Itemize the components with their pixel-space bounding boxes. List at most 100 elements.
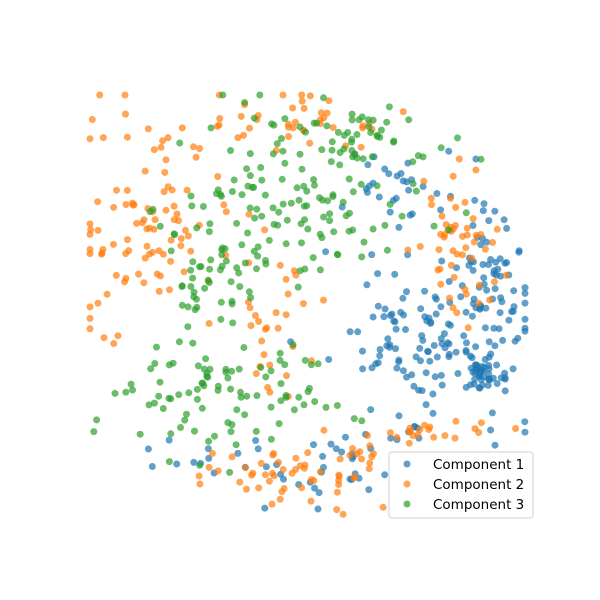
scatter-point: [444, 339, 451, 347]
scatter-point: [136, 430, 144, 438]
scatter-point: [454, 134, 461, 142]
scatter-point: [410, 382, 418, 390]
scatter-point: [488, 409, 496, 417]
scatter-point: [253, 265, 260, 273]
scatter-point: [369, 116, 377, 124]
scatter-point: [445, 350, 453, 358]
scatter-point: [94, 198, 102, 206]
scatter-point: [320, 296, 327, 304]
scatter-point: [405, 186, 413, 194]
scatter-point: [481, 245, 489, 253]
scatter-point: [437, 335, 445, 343]
scatter-point: [241, 411, 249, 419]
scatter-point: [406, 211, 414, 219]
scatter-point: [291, 118, 299, 126]
scatter-point: [276, 261, 284, 269]
scatter-point: [350, 415, 358, 423]
scatter-point: [449, 304, 457, 312]
scatter-point: [208, 449, 216, 457]
scatter-point: [314, 505, 322, 513]
scatter-point: [381, 471, 389, 479]
scatter-point: [365, 465, 373, 473]
scatter-point: [242, 485, 250, 493]
scatter-point: [204, 445, 212, 453]
scatter-point: [218, 251, 226, 259]
scatter-point: [177, 424, 184, 431]
scatter-point: [391, 270, 399, 278]
scatter-point: [257, 164, 265, 171]
scatter-point: [336, 455, 344, 463]
scatter-point: [189, 339, 197, 347]
scatter-point: [491, 278, 498, 286]
scatter-point: [340, 131, 348, 139]
scatter-point: [222, 257, 230, 265]
scatter-point: [268, 469, 276, 477]
scatter-point: [298, 91, 306, 99]
scatter-point: [386, 208, 394, 216]
scatter-point: [310, 477, 318, 485]
scatter-point: [150, 146, 158, 154]
scatter-point: [373, 133, 381, 140]
scatter-point: [98, 249, 106, 257]
scatter-point: [224, 419, 232, 427]
scatter-point: [296, 267, 304, 275]
scatter-point: [171, 231, 178, 239]
scatter-point: [266, 388, 274, 396]
scatter-point: [233, 406, 241, 414]
scatter-point: [505, 316, 513, 324]
scatter-point: [496, 309, 504, 317]
scatter-point: [452, 348, 460, 356]
scatter-point: [244, 229, 252, 237]
scatter-point: [493, 380, 501, 387]
scatter-point: [432, 310, 440, 318]
scatter-point: [151, 360, 159, 367]
scatter-point: [279, 147, 287, 155]
scatter-point: [121, 278, 128, 286]
scatter-point: [442, 221, 450, 229]
scatter-point: [178, 282, 186, 290]
scatter-point: [292, 271, 300, 279]
scatter-point: [224, 374, 232, 382]
scatter-point: [222, 208, 230, 216]
scatter-point: [441, 231, 448, 239]
scatter-point: [335, 476, 343, 484]
scatter-point: [280, 475, 287, 483]
scatter-point: [146, 224, 154, 232]
scatter-point: [414, 152, 422, 160]
scatter-point: [296, 462, 304, 470]
scatter-point: [265, 477, 273, 485]
scatter-point: [419, 183, 427, 190]
scatter-point: [127, 380, 135, 388]
scatter-point: [521, 315, 529, 323]
scatter-point: [155, 392, 163, 400]
scatter-point: [365, 123, 373, 131]
scatter-point: [433, 353, 441, 361]
legend-label-component-3: Component 3: [433, 497, 524, 513]
scatter-point: [250, 114, 258, 122]
scatter-point: [491, 342, 499, 350]
scatter-point: [521, 299, 529, 307]
scatter-point: [276, 495, 284, 503]
scatter-point: [399, 108, 407, 116]
scatter-point: [469, 215, 477, 223]
scatter-point: [521, 418, 529, 426]
scatter-point: [228, 453, 236, 461]
scatter-point: [409, 180, 417, 188]
scatter-point: [189, 258, 197, 266]
scatter-point: [412, 353, 420, 361]
scatter-point: [377, 126, 385, 134]
scatter-point: [190, 458, 198, 466]
scatter-point: [498, 298, 506, 306]
scatter-point: [253, 205, 261, 213]
scatter-point: [368, 364, 376, 372]
scatter-point: [447, 321, 454, 329]
scatter-point: [243, 165, 251, 173]
scatter-point: [440, 330, 448, 338]
scatter-point: [374, 359, 382, 367]
scatter-point: [280, 485, 288, 492]
scatter-point: [279, 91, 287, 99]
scatter-point: [277, 380, 285, 388]
scatter-point: [462, 308, 470, 316]
scatter-point: [190, 293, 198, 301]
scatter-point: [251, 214, 259, 222]
